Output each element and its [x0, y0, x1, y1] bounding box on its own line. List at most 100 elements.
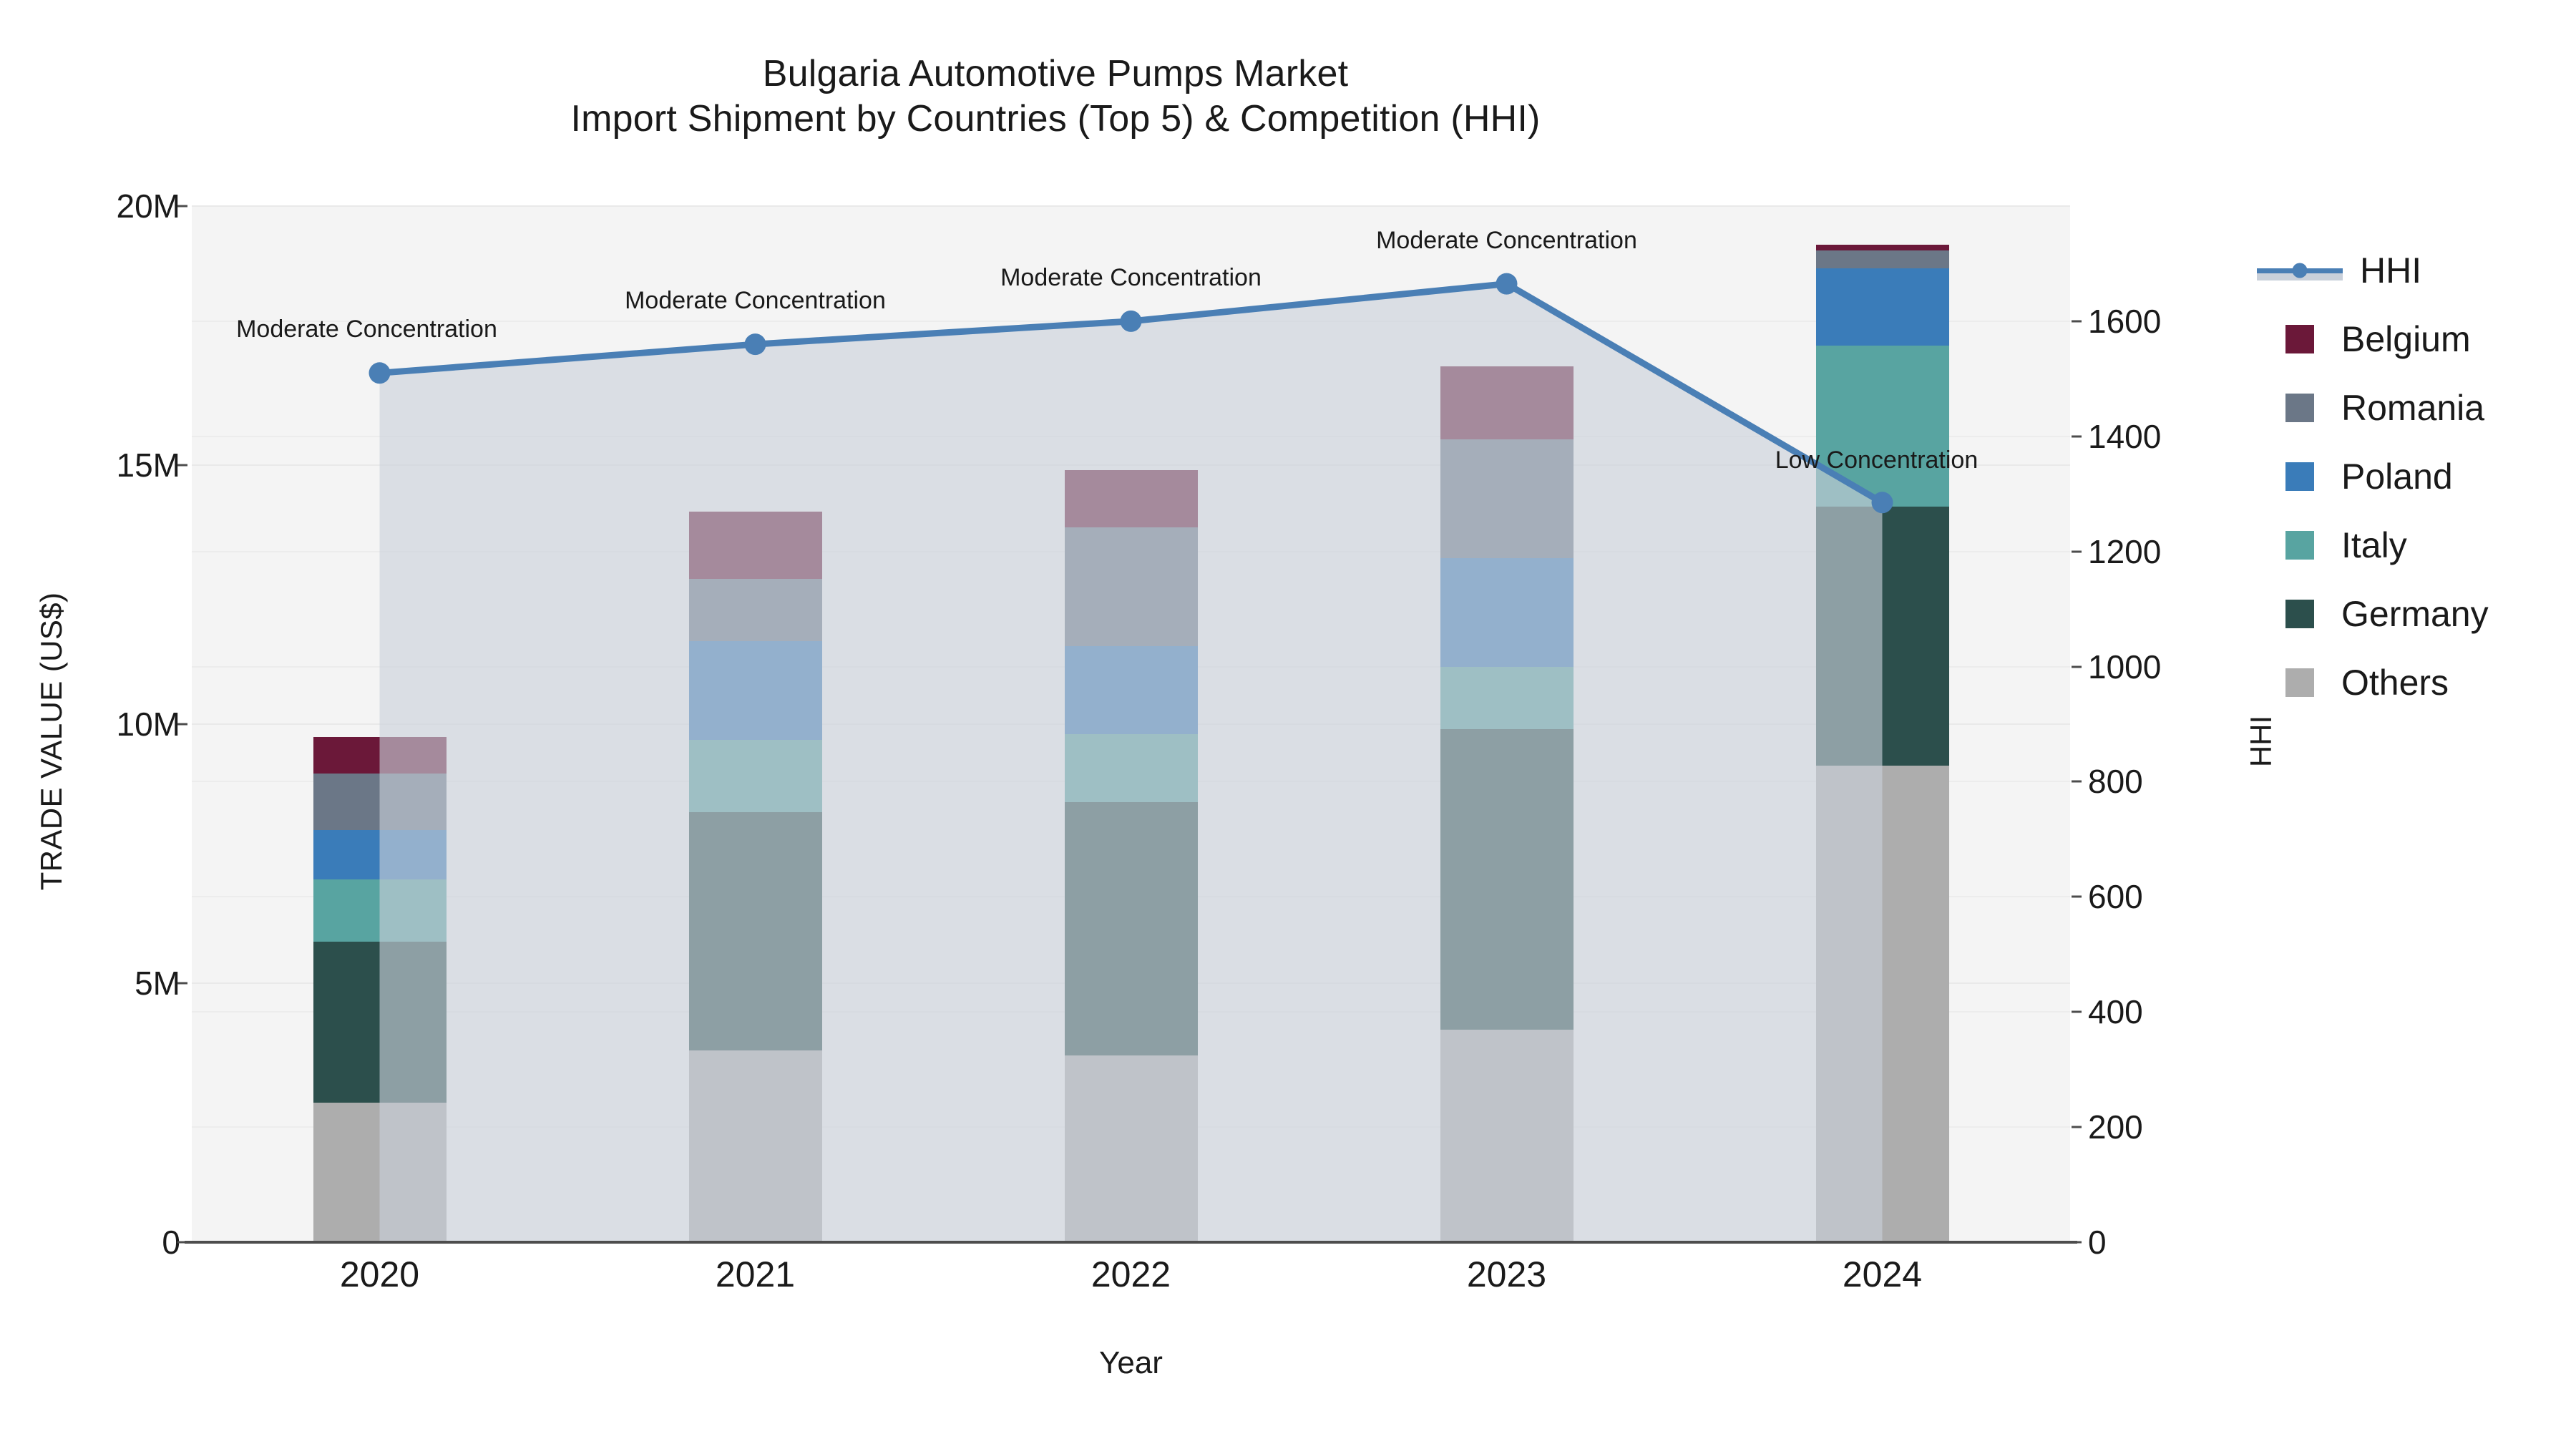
legend-swatch-belgium [2285, 325, 2314, 353]
y-tick-mark-right [2072, 550, 2082, 553]
legend: HHI Belgium Romania Poland Italy Germany Other… [2254, 236, 2569, 717]
bar-segment-belgium[interactable] [1064, 470, 1198, 527]
y-tick-left-20M: 20M [116, 187, 180, 225]
bar-group-2024[interactable] [1815, 206, 1949, 1242]
bar-group-2021[interactable] [688, 206, 822, 1242]
y-tick-mark-left [177, 464, 187, 467]
bar-group-2022[interactable] [1064, 206, 1198, 1242]
hhi-annotation-2022: Moderate Concentration [1000, 263, 1262, 291]
bar-segment-others[interactable] [688, 1050, 822, 1242]
hhi-annotation-2021: Moderate Concentration [625, 287, 886, 315]
bar-segment-germany[interactable] [688, 812, 822, 1051]
bar-segment-belgium[interactable] [313, 737, 447, 774]
bar-segment-belgium[interactable] [1815, 245, 1949, 250]
y-tick-left-15M: 15M [116, 447, 180, 484]
bar-segment-romania[interactable] [688, 579, 822, 642]
y-axis-left-label: TRADE VALUE (US$) [34, 592, 68, 891]
y-tick-right-0: 0 [2088, 1224, 2107, 1261]
x-tick-2023: 2023 [1466, 1254, 1547, 1294]
bar-segment-others[interactable] [1440, 1030, 1574, 1242]
bar-group-2023[interactable] [1440, 206, 1574, 1242]
legend-item-hhi[interactable]: HHI [2254, 236, 2569, 305]
legend-line-key-icon [2254, 256, 2346, 285]
bar-segment-italy[interactable] [688, 739, 822, 813]
legend-item-belgium[interactable]: Belgium [2254, 305, 2569, 374]
hhi-annotation-2020: Moderate Concentration [236, 316, 497, 343]
legend-swatch-italy [2285, 531, 2314, 560]
bar-segment-poland[interactable] [1440, 558, 1574, 668]
bar-segment-others[interactable] [1815, 765, 1949, 1242]
bar-segment-romania[interactable] [1064, 527, 1198, 647]
bar-segment-italy[interactable] [1440, 667, 1574, 730]
y-tick-mark-left [177, 205, 187, 208]
x-axis-label: Year [1099, 1345, 1163, 1380]
hhi-annotation-2024: Low Concentration [1775, 447, 1979, 474]
bar-segment-poland[interactable] [1064, 646, 1198, 735]
y-tick-right-400: 400 [2088, 993, 2143, 1031]
y-tick-left-0: 0 [162, 1224, 180, 1261]
y-tick-mark-left [177, 1241, 187, 1244]
y-tick-right-1400: 1400 [2088, 417, 2162, 455]
x-tick-2021: 2021 [715, 1254, 796, 1294]
legend-label-italy: Italy [2341, 525, 2407, 565]
y-tick-right-200: 200 [2088, 1108, 2143, 1146]
bar-segment-others[interactable] [1064, 1055, 1198, 1242]
legend-swatch-romania [2285, 394, 2314, 422]
y-tick-right-1000: 1000 [2088, 648, 2162, 686]
bar-segment-italy[interactable] [313, 879, 447, 942]
bar-segment-others[interactable] [313, 1102, 447, 1242]
gridline-left [192, 205, 2070, 207]
bar-segment-germany[interactable] [1064, 801, 1198, 1056]
bar-segment-italy[interactable] [1064, 734, 1198, 802]
legend-label-poland: Poland [2341, 457, 2453, 497]
legend-swatch-germany [2285, 600, 2314, 628]
plot-area: Moderate Concentration Moderate Concentra… [192, 205, 2070, 1243]
legend-item-romania[interactable]: Romania [2254, 374, 2569, 442]
y-tick-mark-right [2072, 780, 2082, 783]
legend-swatch-others [2285, 668, 2314, 697]
bar-segment-romania[interactable] [1815, 250, 1949, 268]
bar-segment-italy[interactable] [1815, 346, 1949, 507]
bar-segment-poland[interactable] [313, 830, 447, 880]
bar-segment-belgium[interactable] [688, 512, 822, 580]
legend-swatch-poland [2285, 462, 2314, 491]
y-tick-right-600: 600 [2088, 878, 2143, 916]
bar-segment-poland[interactable] [1815, 268, 1949, 346]
legend-label-germany: Germany [2341, 594, 2489, 634]
chart-title-line-2: Import Shipment by Countries (Top 5) & C… [570, 98, 1541, 140]
bar-segment-belgium[interactable] [1440, 366, 1574, 439]
legend-marker-dot-icon [2292, 263, 2308, 278]
bar-segment-germany[interactable] [1815, 506, 1949, 766]
y-tick-mark-right [2072, 1010, 2082, 1013]
y-tick-right-1200: 1200 [2088, 532, 2162, 570]
bar-segment-germany[interactable] [313, 942, 447, 1103]
bar-segment-romania[interactable] [313, 773, 447, 831]
y-tick-mark-right [2072, 1126, 2082, 1128]
bar-group-2020[interactable] [313, 206, 447, 1242]
page-title: Bulgaria Automotive Pumps Market Import … [0, 52, 2111, 142]
chart-title-line-1: Bulgaria Automotive Pumps Market [762, 53, 1349, 94]
bar-segment-romania[interactable] [1440, 439, 1574, 559]
hhi-annotation-2023: Moderate Concentration [1376, 226, 1637, 254]
x-tick-2024: 2024 [1842, 1254, 1923, 1294]
y-tick-mark-right [2072, 435, 2082, 438]
legend-label-others: Others [2341, 663, 2449, 703]
y-tick-mark-left [177, 723, 187, 726]
y-tick-right-1600: 1600 [2088, 302, 2162, 340]
y-tick-mark-right [2072, 1241, 2082, 1244]
legend-item-poland[interactable]: Poland [2254, 442, 2569, 511]
legend-label-romania: Romania [2341, 388, 2485, 428]
legend-item-others[interactable]: Others [2254, 648, 2569, 717]
y-tick-mark-right [2072, 665, 2082, 668]
y-tick-mark-left [177, 982, 187, 985]
x-tick-2020: 2020 [339, 1254, 420, 1294]
legend-label-belgium: Belgium [2341, 319, 2471, 359]
legend-item-italy[interactable]: Italy [2254, 511, 2569, 580]
legend-item-germany[interactable]: Germany [2254, 580, 2569, 648]
y-tick-right-800: 800 [2088, 763, 2143, 801]
y-tick-left-10M: 10M [116, 706, 180, 743]
bar-segment-germany[interactable] [1440, 729, 1574, 1030]
y-tick-mark-right [2072, 320, 2082, 323]
bar-segment-poland[interactable] [688, 641, 822, 740]
x-axis-spine [185, 1241, 2077, 1244]
